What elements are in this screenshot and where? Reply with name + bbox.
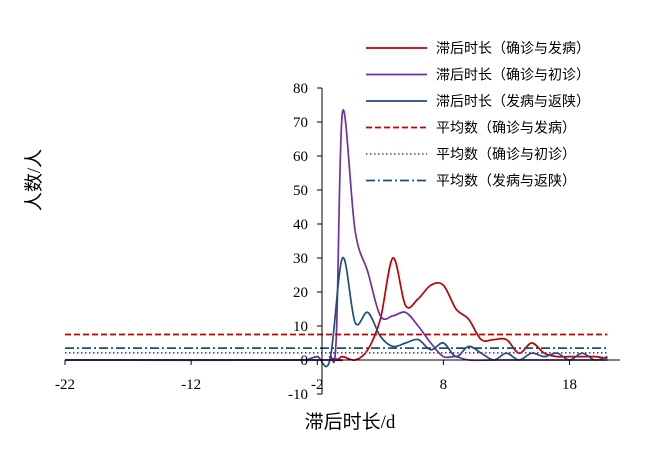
legend-label-5: 平均数（确诊与初诊）: [436, 146, 576, 163]
y-tick-label: 0: [301, 353, 309, 369]
x-tick-label: 18: [562, 377, 577, 393]
legend-label-6: 平均数（发病与返陕）: [436, 174, 576, 190]
y-axis-title: 人数/人: [23, 149, 45, 211]
x-tick-label: -22: [55, 377, 75, 393]
y-tick-label: 20: [293, 285, 308, 301]
y-tick-label: 30: [293, 251, 308, 267]
legend-label-4: 平均数（确诊与发病）: [436, 121, 576, 137]
tick-labels: -10 0 10 20 30 40 50 60 70 80 -22 -12 -2 8 18: [55, 81, 577, 403]
legend-label-2: 滞后时长（确诊与初诊）: [436, 67, 590, 84]
axes: [64, 87, 620, 395]
x-tick-label: -12: [181, 377, 201, 393]
x-axis-title: 滞后时长/d: [305, 411, 396, 433]
legend-label-3: 滞后时长（发病与返陕）: [436, 94, 590, 110]
legend: 滞后时长（确诊与发病） 滞后时长（确诊与初诊） 滞后时长（发病与返陕） 平均数（确诊与…: [366, 41, 590, 190]
y-tick-label: 70: [293, 115, 308, 131]
y-tick-label: 60: [293, 149, 308, 165]
series-line-1: [65, 257, 608, 362]
y-tick-label: 10: [293, 319, 308, 335]
y-tick-label: -10: [288, 387, 308, 403]
x-tick-label: 8: [440, 377, 448, 393]
legend-label-1: 滞后时长（确诊与发病）: [436, 41, 590, 57]
x-tick-label: -2: [311, 377, 324, 393]
y-tick-label: 50: [293, 183, 308, 199]
y-tick-label: 40: [293, 217, 308, 233]
y-tick-label: 80: [293, 81, 308, 97]
